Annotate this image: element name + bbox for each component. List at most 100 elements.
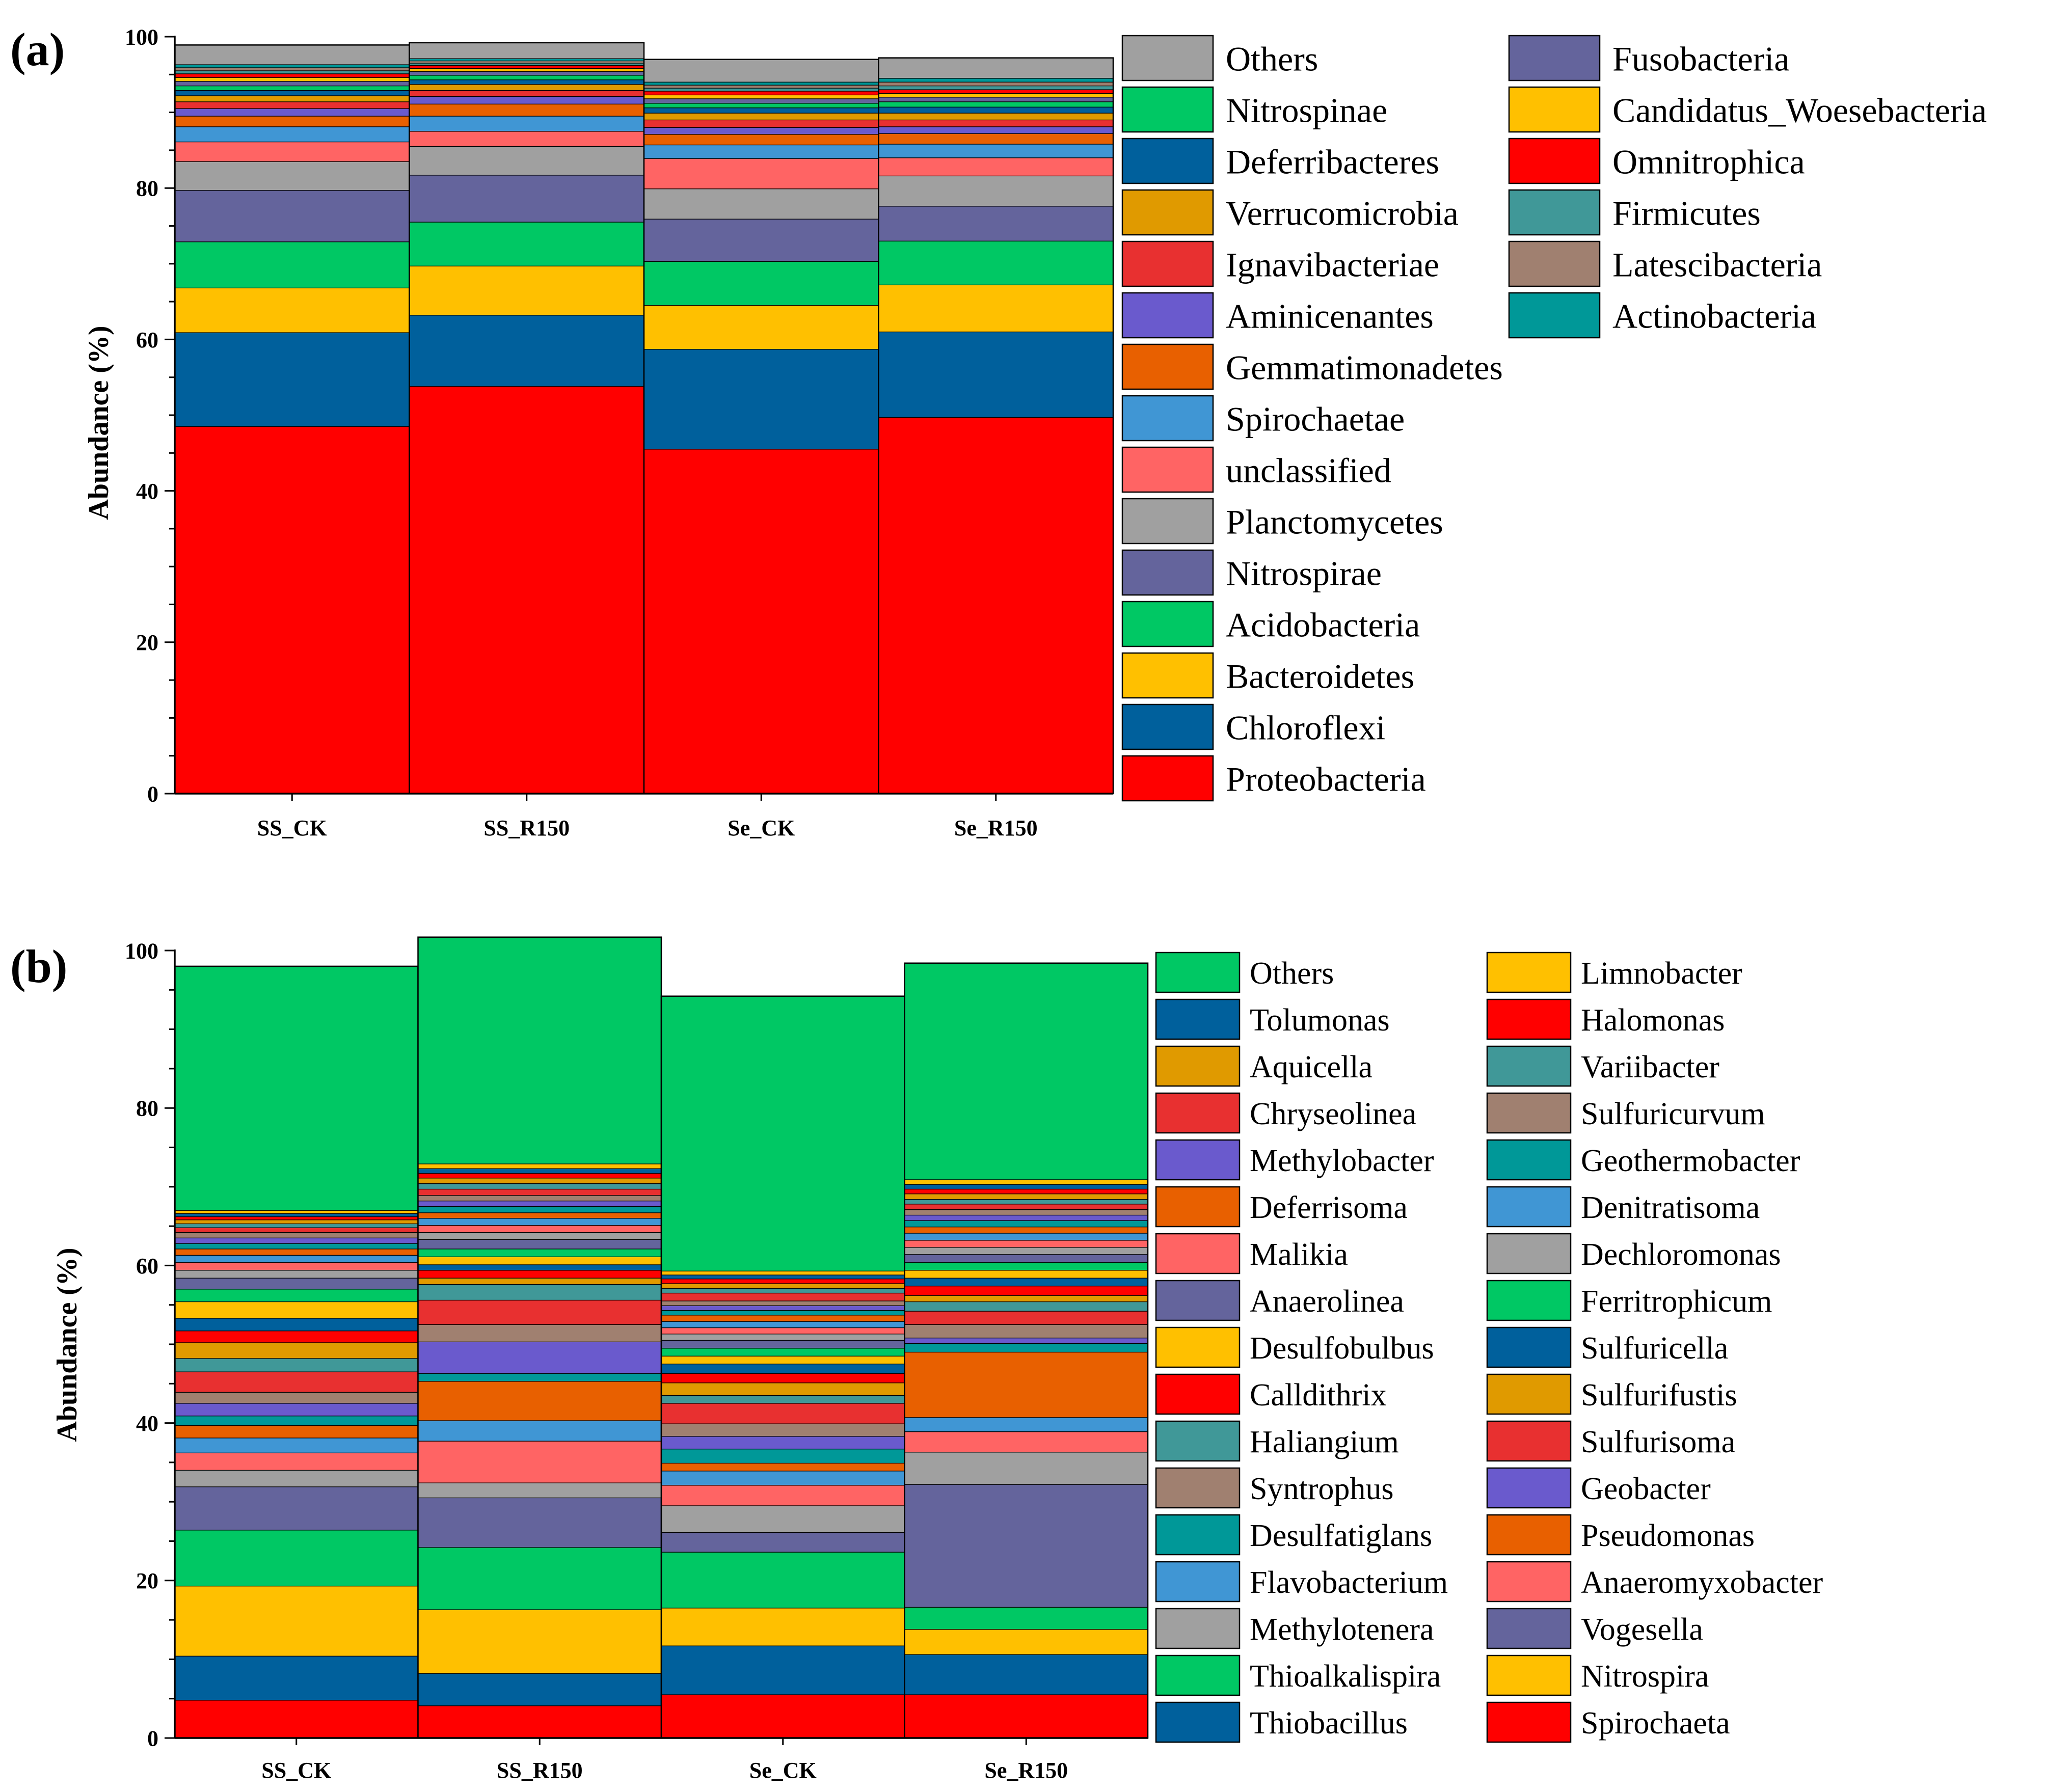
bar-segment [661,1373,905,1383]
x-tick-label: SS_R150 [497,1758,583,1783]
bar-segment [174,1216,419,1220]
bar-segment [661,1327,905,1335]
legend-swatch [1155,1701,1241,1743]
y-tick-label: 20 [136,630,158,655]
bar-segment [878,175,1114,207]
legend-swatch [1121,755,1214,802]
bar-segment [174,1371,419,1393]
bar-segment [661,1310,905,1316]
legend-swatch [1486,998,1572,1040]
legend-swatch [1155,1420,1241,1462]
bar-segment [174,67,410,71]
bar-segment [417,1299,662,1325]
legend-label: Sulfurisoma [1581,1425,1735,1459]
bar-segment [417,1183,662,1190]
panel-b: (b) Abundance (%) SS_CK SS_R150 Se_CK Se_R1… [10,936,1823,1783]
bar-segment [904,1654,1148,1695]
bar-segment [643,261,879,306]
legend-label: Nitrospirae [1226,554,1382,593]
x-tick-label: Se_R150 [954,816,1038,840]
legend-swatch [1121,189,1214,236]
legend-swatch [1486,1139,1572,1181]
bar-segment [661,1292,905,1301]
legend-label: Thioalkalispira [1250,1659,1441,1694]
legend-swatch [1486,1467,1572,1509]
bar-segment [174,1219,419,1225]
bar-segment [661,1403,905,1424]
legend-label: Flavobacterium [1250,1565,1448,1600]
legend-swatch [1121,498,1214,545]
bar-segment [643,349,879,450]
bar-segment [174,141,410,162]
bar-segment [878,331,1114,418]
bar-segment [417,1278,662,1285]
bar-segment [878,97,1114,102]
legend-swatch [1486,1326,1572,1368]
bar-segment [174,1342,419,1359]
bar-segment [409,65,644,69]
bar-segment [417,1705,662,1739]
bar-segment [174,1530,419,1587]
bar-segment [661,1462,905,1472]
bar-segment [878,85,1114,90]
legend-label: Bacteroidetes [1226,657,1414,696]
bar-segment [174,70,410,74]
legend-1: Others Tolumonas Aquicella Chryseolinea Meth… [1155,952,1823,1743]
x-tick-label: SS_CK [257,816,327,840]
bar-segment [174,85,410,91]
bar-segment [174,190,410,242]
bar-segment [904,1227,1148,1234]
legend-swatch [1155,952,1241,993]
legend-swatch [1155,1467,1241,1509]
bar-segment [904,1214,1148,1221]
legend-label: Proteobacteria [1226,760,1426,799]
panel-label-b: (b) [10,940,67,992]
bar-segment [174,1470,419,1487]
legend-label: Calldithrix [1250,1378,1387,1413]
bar-segment [643,305,879,350]
bar-segment [904,1324,1148,1339]
bar-segment [904,1233,1148,1241]
legend-label: Methylobacter [1250,1144,1434,1178]
bar-segment [409,103,644,117]
y-tick-label: 100 [125,938,158,963]
bar-segment [661,1532,905,1553]
legend-label: Haliangium [1250,1425,1399,1459]
legend-label: Chloroflexi [1226,709,1386,747]
bar-segment [417,1264,662,1271]
bar-segment [904,1209,1148,1216]
bar-segment [661,1300,905,1306]
bar-segment [417,1206,662,1213]
legend-swatch [1121,292,1214,339]
legend-label: Planctomycetes [1226,503,1443,541]
bar-segment [174,1262,419,1271]
legend-swatch [1155,1608,1241,1649]
bar-segment [904,1431,1148,1453]
bar-segment [904,1262,1148,1271]
legend-label: Latescibacteria [1612,246,1822,284]
bar-segment [409,68,644,72]
bar-segment [643,82,879,86]
bar-segment [174,161,410,191]
bar-segment [904,1343,1148,1353]
bar-segment [904,1270,1148,1279]
bar-segment [417,1441,662,1483]
legend-swatch [1486,1608,1572,1649]
bar-segment [409,84,644,91]
bar-segment [174,1301,419,1319]
legend-swatch [1486,1373,1572,1415]
legend-swatch [1486,1045,1572,1087]
legend-label: Ignavibacteriae [1226,246,1439,284]
legend-swatch [1486,1701,1572,1743]
bar-segment [878,157,1114,177]
bar-segment [661,1348,905,1356]
bar-segment [174,1452,419,1471]
y-tick-label: 60 [136,328,158,352]
legend-swatch [1508,189,1601,236]
bar-segment [904,1278,1148,1287]
bar-segment [643,107,879,114]
legend-label: Halomonas [1581,1003,1725,1038]
bar-segment [417,1284,662,1301]
bar-segment [643,219,879,262]
bar-segment [904,1179,1148,1185]
